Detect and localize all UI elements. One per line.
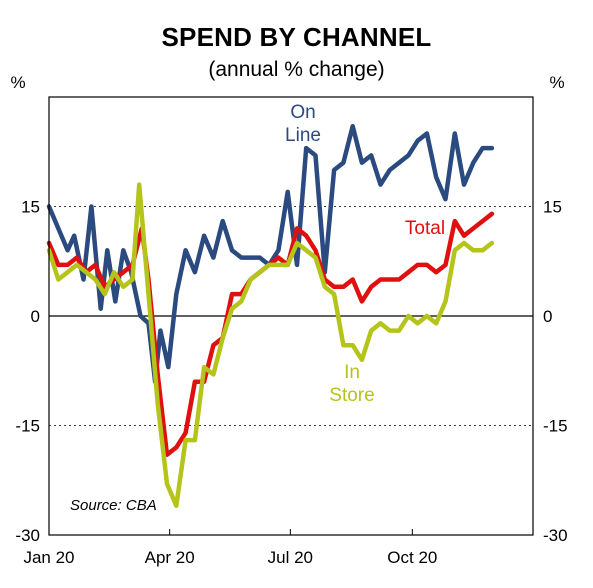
y-tick-label-left: 15	[21, 198, 40, 217]
chart-title: SPEND BY CHANNEL	[161, 22, 432, 52]
y-tick-label-right: 0	[543, 307, 552, 326]
plot-frame	[48, 96, 534, 536]
series-label-in-store: In	[344, 362, 360, 383]
x-tick-label: Apr 20	[145, 548, 195, 567]
y-tick-label-right: 15	[543, 198, 562, 217]
y-tick-label-left: -30	[15, 526, 40, 545]
x-tick-label: Oct 20	[387, 548, 437, 567]
y-tick-label-left: 0	[31, 307, 40, 326]
series-label-total: Total	[405, 218, 445, 239]
series-label-in-store: Store	[329, 385, 374, 406]
series-label-on-line: On	[290, 102, 315, 123]
x-tick-label: Jan 20	[23, 548, 74, 567]
series-label-on-line: Line	[285, 125, 321, 146]
y-tick-label-right: -15	[543, 417, 568, 436]
x-tick-label: Jul 20	[268, 548, 313, 567]
series-line-on-line	[46, 123, 495, 384]
source-note: Source: CBA	[70, 497, 157, 514]
right-unit-label: %	[549, 73, 564, 92]
series-line-in-store	[46, 182, 495, 509]
y-tick-label-right: -30	[543, 526, 568, 545]
series-line-total	[46, 211, 495, 457]
chart-subtitle: (annual % change)	[208, 58, 385, 81]
y-tick-label-left: -15	[15, 417, 40, 436]
left-unit-label: %	[10, 73, 25, 92]
